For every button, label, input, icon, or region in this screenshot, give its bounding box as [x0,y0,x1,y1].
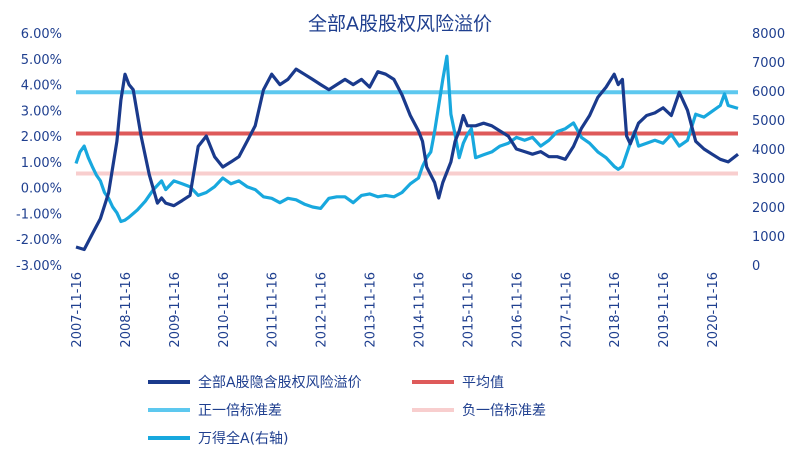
x-tick-label: 2016-11-16 [510,272,525,348]
x-tick-label: 2015-11-16 [461,272,476,348]
series-lines [74,54,739,252]
x-tick-label: 2020-11-16 [706,272,721,348]
x-tick-label: 2018-11-16 [608,272,623,348]
right-axis-ticks: 0 1000 2000 3000 4000 5000 6000 7000 8000 [752,27,785,274]
legend-label: 平均值 [462,375,504,391]
x-tick-label: 2019-11-16 [657,272,672,348]
x-tick-label: 2008-11-16 [119,272,134,348]
right-tick-label: 1000 [752,230,785,245]
right-tick-label: 6000 [752,85,785,100]
legend-label: 负一倍标准差 [462,403,546,419]
x-tick-label: 2007-11-16 [70,272,85,348]
right-tick-label: 0 [752,259,760,274]
left-tick-label: 5.00% [21,53,62,68]
left-tick-label: 1.00% [21,156,62,171]
left-tick-label: -1.00% [16,207,62,222]
left-tick-label: -2.00% [16,233,62,248]
left-tick-label: -3.00% [16,259,62,274]
right-tick-label: 2000 [752,201,785,216]
implied-risk-premium-line [75,67,739,252]
legend-label: 全部A股隐含股权风险溢价 [198,374,362,391]
left-tick-label: 4.00% [21,79,62,94]
right-tick-label: 7000 [752,56,785,71]
x-tick-label: 2012-11-16 [315,272,330,348]
right-tick-label: 4000 [752,143,785,158]
x-axis-ticks: 2007-11-16 2008-11-16 2009-11-16 2010-11-16… [70,272,721,348]
right-tick-label: 5000 [752,114,785,129]
legend-label: 万得全A(右轴) [198,430,289,447]
wind-all-a-index-line [74,54,739,224]
left-tick-label: 6.00% [21,27,62,42]
left-tick-label: 3.00% [21,104,62,119]
right-tick-label: 8000 [752,27,785,42]
left-tick-label: 0.00% [21,182,62,197]
chart-title: 全部A股股权风险溢价 [308,13,492,35]
right-tick-label: 3000 [752,172,785,187]
left-axis-ticks: -3.00% -2.00% -1.00% 0.00% 1.00% 2.00% 3.00% 4.… [16,27,62,274]
x-tick-label: 2013-11-16 [364,272,379,348]
left-tick-label: 2.00% [21,130,62,145]
legend-label: 正一倍标准差 [198,403,282,419]
x-tick-label: 2011-11-16 [266,272,281,348]
x-tick-label: 2010-11-16 [217,272,232,348]
x-tick-label: 2009-11-16 [168,272,183,348]
x-tick-label: 2017-11-16 [559,272,574,348]
x-tick-label: 2014-11-16 [413,272,428,348]
